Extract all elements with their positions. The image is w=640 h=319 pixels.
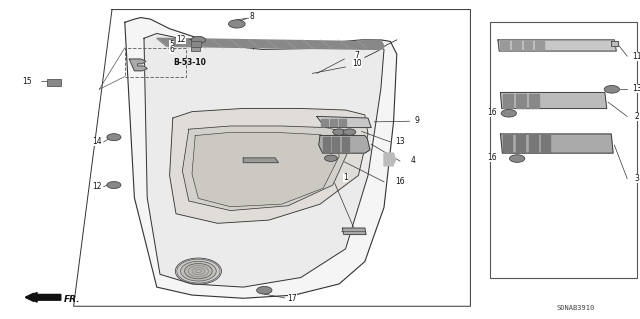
Text: 1: 1 <box>343 173 348 182</box>
Text: 13: 13 <box>395 137 405 146</box>
Polygon shape <box>182 126 349 211</box>
Bar <box>125 48 186 77</box>
Text: 4: 4 <box>410 156 415 165</box>
Text: B-53-10: B-53-10 <box>173 58 205 67</box>
Circle shape <box>324 155 337 161</box>
Text: 6: 6 <box>169 45 174 54</box>
Text: 7: 7 <box>355 51 360 60</box>
Polygon shape <box>339 119 346 126</box>
Polygon shape <box>321 119 328 126</box>
Polygon shape <box>74 10 470 306</box>
Polygon shape <box>144 33 384 287</box>
Circle shape <box>509 155 525 162</box>
Polygon shape <box>500 93 607 108</box>
Circle shape <box>604 85 620 93</box>
Polygon shape <box>529 135 538 152</box>
Polygon shape <box>192 132 339 207</box>
Ellipse shape <box>180 261 216 281</box>
Text: 3: 3 <box>634 174 639 183</box>
Text: FR.: FR. <box>64 295 81 304</box>
Text: 15: 15 <box>22 77 32 86</box>
Text: 12: 12 <box>93 182 102 191</box>
Polygon shape <box>332 137 339 152</box>
Circle shape <box>107 134 121 141</box>
Text: 9: 9 <box>415 116 420 125</box>
Circle shape <box>343 129 356 135</box>
Text: SDNAB3910: SDNAB3910 <box>557 305 595 311</box>
Polygon shape <box>541 135 550 152</box>
Text: 16: 16 <box>486 108 497 117</box>
Text: 14: 14 <box>92 137 102 146</box>
Text: 17: 17 <box>287 294 298 303</box>
Polygon shape <box>535 41 544 50</box>
Circle shape <box>107 182 121 189</box>
FancyArrow shape <box>26 293 61 302</box>
Polygon shape <box>611 41 618 46</box>
Polygon shape <box>529 94 539 108</box>
Text: 5: 5 <box>169 40 174 49</box>
Polygon shape <box>243 158 278 163</box>
Bar <box>191 41 201 47</box>
Ellipse shape <box>184 263 212 279</box>
Circle shape <box>257 286 272 294</box>
Polygon shape <box>342 228 366 234</box>
Polygon shape <box>524 41 532 50</box>
Polygon shape <box>498 40 616 51</box>
Polygon shape <box>323 137 330 152</box>
Text: 11: 11 <box>632 52 640 61</box>
Circle shape <box>501 109 516 117</box>
Bar <box>47 79 61 86</box>
Polygon shape <box>503 94 513 108</box>
Polygon shape <box>516 135 525 152</box>
Polygon shape <box>170 108 368 223</box>
Text: 16: 16 <box>395 177 405 186</box>
Polygon shape <box>512 41 521 50</box>
Polygon shape <box>125 18 397 298</box>
Polygon shape <box>516 94 526 108</box>
Polygon shape <box>157 38 384 49</box>
Polygon shape <box>384 153 396 166</box>
Circle shape <box>333 129 346 135</box>
Polygon shape <box>503 135 512 152</box>
Circle shape <box>228 20 245 28</box>
Polygon shape <box>500 134 613 153</box>
Ellipse shape <box>177 259 220 283</box>
Polygon shape <box>330 119 337 126</box>
Polygon shape <box>317 116 371 128</box>
Text: 10: 10 <box>352 59 362 68</box>
Polygon shape <box>500 41 509 50</box>
Text: 12: 12 <box>177 35 186 44</box>
Circle shape <box>191 36 205 43</box>
Polygon shape <box>342 137 349 152</box>
Text: 13: 13 <box>632 84 640 93</box>
Bar <box>490 22 637 278</box>
Text: 8: 8 <box>249 12 254 21</box>
Text: 16: 16 <box>486 153 497 162</box>
Bar <box>191 47 200 51</box>
Polygon shape <box>319 136 370 153</box>
Polygon shape <box>129 59 147 71</box>
Text: 2: 2 <box>634 112 639 121</box>
